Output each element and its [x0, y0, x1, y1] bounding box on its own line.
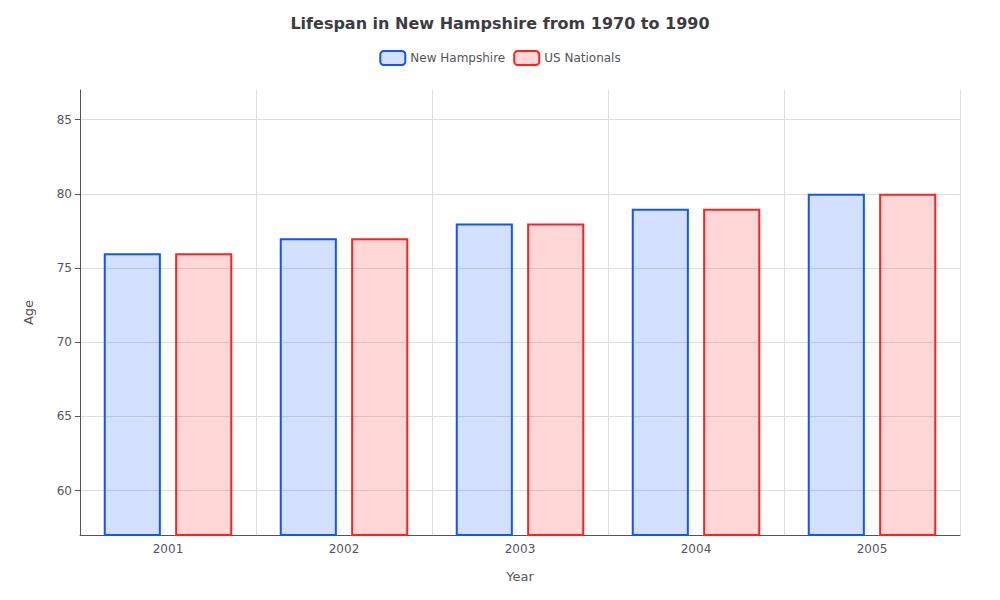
svg-text:65: 65: [57, 409, 72, 423]
svg-text:2004: 2004: [681, 542, 712, 556]
svg-text:Year: Year: [505, 569, 534, 584]
svg-text:80: 80: [57, 187, 72, 201]
svg-text:2001: 2001: [153, 542, 184, 556]
svg-text:60: 60: [57, 484, 72, 498]
svg-text:Lifespan in New Hampshire from: Lifespan in New Hampshire from 1970 to 1…: [290, 14, 709, 33]
svg-text:US Nationals: US Nationals: [544, 51, 620, 65]
svg-text:70: 70: [57, 335, 72, 349]
svg-text:Age: Age: [21, 300, 36, 325]
svg-text:New Hampshire: New Hampshire: [410, 51, 505, 65]
svg-text:2003: 2003: [505, 542, 536, 556]
svg-text:75: 75: [57, 261, 72, 275]
svg-text:85: 85: [57, 113, 72, 127]
svg-text:2002: 2002: [329, 542, 360, 556]
svg-text:2005: 2005: [857, 542, 888, 556]
